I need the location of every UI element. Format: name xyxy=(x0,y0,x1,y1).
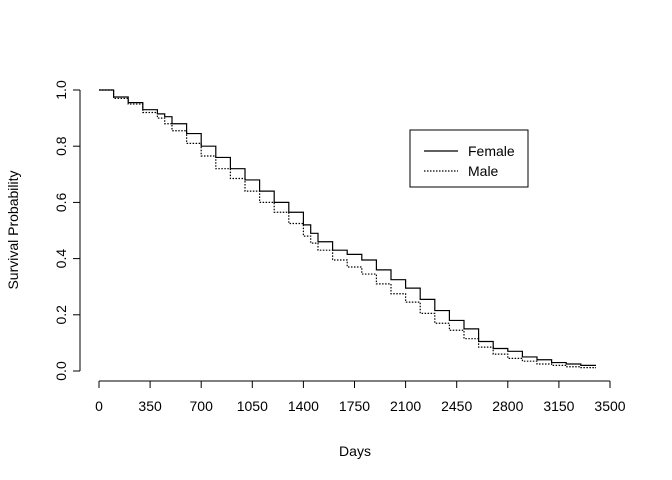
y-tick-label: 0.8 xyxy=(53,136,69,156)
x-tick-label: 1750 xyxy=(339,398,370,414)
legend-label-male: Male xyxy=(468,163,499,179)
y-tick-label: 0.4 xyxy=(53,249,69,269)
x-tick-label: 1050 xyxy=(237,398,268,414)
legend-box xyxy=(409,129,529,188)
x-axis-title: Days xyxy=(339,443,371,459)
x-tick-label: 0 xyxy=(95,398,103,414)
plot-lines xyxy=(99,89,596,369)
x-tick-label: 3500 xyxy=(594,398,625,414)
x-tick-label: 700 xyxy=(190,398,214,414)
x-tick-label: 2800 xyxy=(492,398,523,414)
x-tick-label: 350 xyxy=(138,398,162,414)
legend: Female Male xyxy=(409,129,529,188)
y-tick-label: 0.0 xyxy=(53,361,69,381)
x-tick-label: 2450 xyxy=(441,398,472,414)
axes: 0 350 700 1050 1400 1750 2100 2450 2800 3150 3500 0… xyxy=(53,80,626,414)
x-tick-label: 1400 xyxy=(288,398,319,414)
x-tick-label: 2100 xyxy=(390,398,421,414)
x-tick-label: 3150 xyxy=(543,398,574,414)
legend-label-female: Female xyxy=(468,143,515,159)
y-axis-title: Survival Probability xyxy=(5,170,21,289)
y-tick-label: 1.0 xyxy=(53,80,69,100)
y-tick-label: 0.6 xyxy=(53,192,69,212)
y-tick-label: 0.2 xyxy=(53,305,69,325)
